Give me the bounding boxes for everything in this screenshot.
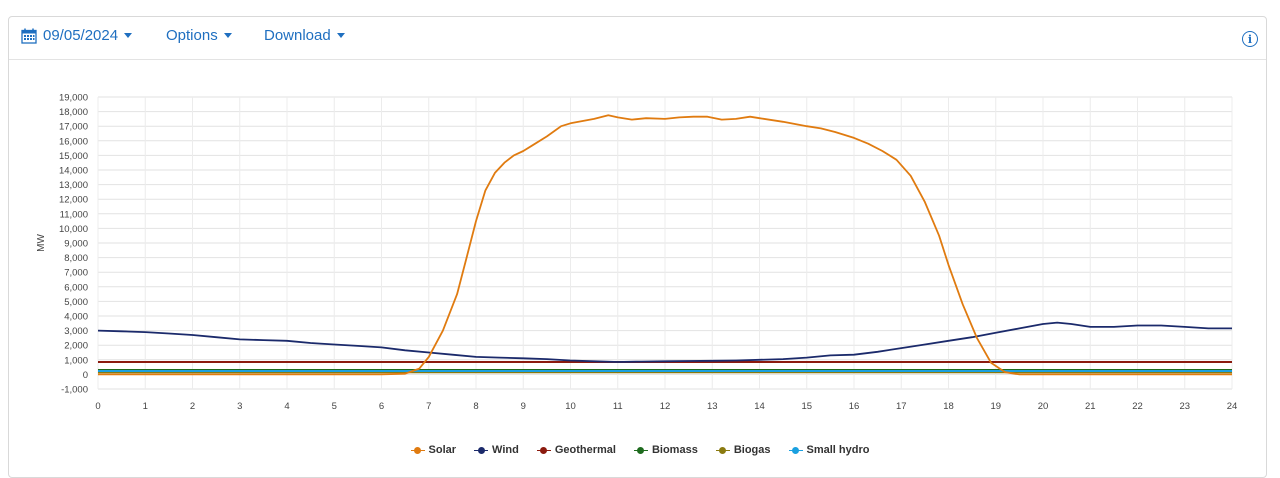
x-tick-label: 3 [237, 401, 242, 412]
y-tick-label: 8,000 [64, 253, 88, 264]
legend-item-solar[interactable]: Solar [410, 444, 457, 456]
x-tick-label: 22 [1132, 401, 1143, 412]
y-tick-label: 5,000 [64, 297, 88, 308]
legend-marker-icon [536, 446, 551, 454]
y-tick-label: 17,000 [59, 122, 88, 133]
y-tick-label: 12,000 [59, 195, 88, 206]
download-button[interactable]: Download [264, 27, 345, 44]
x-tick-label: 10 [565, 401, 576, 412]
x-tick-label: 8 [473, 401, 478, 412]
legend-label: Biogas [733, 444, 771, 456]
y-tick-label: -1,000 [61, 385, 88, 396]
x-tick-label: 9 [521, 401, 526, 412]
series-line-wind[interactable] [97, 321, 1232, 363]
y-axis: -1,000 0 1,000 2,000 3,000 4,000 5,000 6,000 7,0… [59, 93, 88, 396]
x-tick-label: 11 [613, 401, 623, 412]
legend-label: Small hydro [806, 444, 870, 456]
x-tick-label: 1 [143, 401, 148, 412]
chart-panel: 09/05/2024 Options Download i [8, 16, 1267, 478]
series-line-solar[interactable] [98, 114, 1232, 376]
y-tick-label: 13,000 [59, 180, 88, 191]
x-tick-label: 24 [1227, 401, 1238, 412]
legend-item-small-hydro[interactable]: Small hydro [788, 444, 870, 456]
y-tick-label: 14,000 [59, 166, 88, 177]
legend-marker-icon [633, 446, 648, 454]
y-tick-label: 2,000 [64, 341, 88, 352]
chart-series [97, 114, 1232, 376]
legend-item-biomass[interactable]: Biomass [633, 444, 698, 456]
y-tick-label: 19,000 [59, 93, 88, 104]
chart-toolbar: 09/05/2024 Options Download i [9, 17, 1266, 60]
y-tick-label: 16,000 [59, 136, 88, 147]
legend-label: Wind [492, 444, 519, 456]
legend-marker-icon [410, 446, 425, 454]
x-axis: 0 1 2 3 4 5 6 7 8 9 10 11 12 13 14 15 16 17 18 19 20 21 22 23 24 [95, 401, 1237, 412]
y-tick-label: 6,000 [64, 282, 88, 293]
legend-label: Geothermal [554, 444, 616, 456]
x-tick-label: 5 [332, 401, 337, 412]
x-tick-label: 4 [284, 401, 289, 412]
y-tick-label: 7,000 [64, 268, 88, 279]
date-picker-button[interactable]: 09/05/2024 [21, 27, 133, 44]
x-tick-label: 6 [379, 401, 384, 412]
y-tick-label: 4,000 [64, 312, 88, 323]
y-tick-label: 0 [83, 370, 88, 381]
legend-marker-icon [715, 446, 730, 454]
x-tick-label: 15 [801, 401, 812, 412]
x-tick-label: 14 [754, 401, 765, 412]
x-tick-label: 12 [660, 401, 671, 412]
info-icon[interactable]: i [1242, 31, 1258, 47]
y-tick-label: 18,000 [59, 107, 88, 118]
y-tick-label: 15,000 [59, 151, 88, 162]
download-label: Download [264, 27, 331, 44]
legend-marker-icon [788, 446, 803, 454]
legend-marker-icon [474, 446, 489, 454]
x-tick-label: 18 [943, 401, 954, 412]
options-label: Options [166, 27, 218, 44]
x-tick-label: 16 [849, 401, 860, 412]
legend-item-biogas[interactable]: Biogas [715, 444, 771, 456]
legend-item-geothermal[interactable]: Geothermal [536, 444, 616, 456]
calendar-icon [21, 28, 37, 44]
y-tick-label: 9,000 [64, 239, 88, 250]
y-tick-label: 10,000 [59, 224, 88, 235]
legend-label: Biomass [651, 444, 698, 456]
chart-legend: Solar Wind Geothermal Biomass Biogas Small hy… [0, 444, 1280, 456]
x-tick-label: 17 [896, 401, 907, 412]
chart-grid [97, 96, 1233, 390]
legend-label: Solar [428, 444, 457, 456]
caret-down-icon [124, 33, 133, 38]
x-tick-label: 2 [190, 401, 195, 412]
x-tick-label: 20 [1038, 401, 1049, 412]
caret-down-icon [336, 33, 345, 38]
x-tick-label: 13 [707, 401, 718, 412]
y-tick-label: 1,000 [64, 355, 88, 366]
caret-down-icon [223, 33, 232, 38]
legend-item-wind[interactable]: Wind [474, 444, 519, 456]
x-tick-label: 23 [1179, 401, 1190, 412]
x-tick-label: 0 [95, 401, 100, 412]
options-button[interactable]: Options [166, 27, 232, 44]
y-tick-label: 11,000 [60, 209, 88, 220]
x-tick-label: 19 [990, 401, 1001, 412]
y-axis-label: MW [36, 234, 47, 252]
x-tick-label: 21 [1085, 401, 1096, 412]
date-label: 09/05/2024 [43, 27, 119, 44]
y-tick-label: 3,000 [64, 326, 88, 337]
x-tick-label: 7 [426, 401, 431, 412]
